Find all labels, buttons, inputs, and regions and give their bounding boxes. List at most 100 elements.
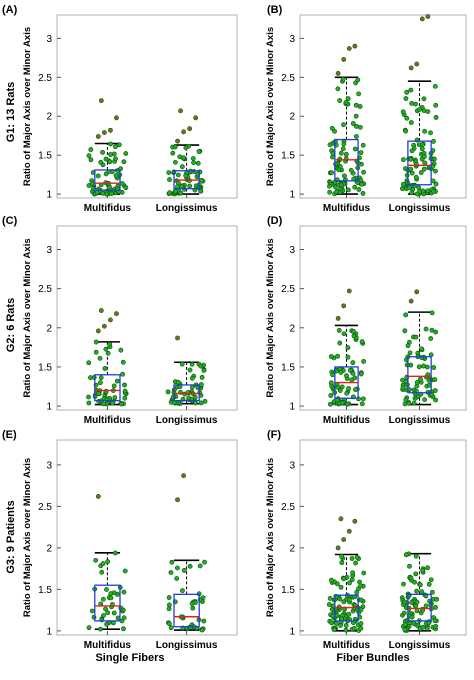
data-point [413, 553, 419, 559]
data-point [339, 400, 345, 406]
data-point [98, 375, 104, 381]
data-point [360, 142, 366, 148]
y-tick-label: 1 [46, 402, 52, 413]
outlier-point [425, 14, 431, 19]
data-point [357, 104, 363, 109]
data-point [166, 606, 172, 612]
data-point [406, 185, 412, 190]
y-tick-label: 2.5 [281, 284, 295, 295]
x-tick-label: Longissimus [156, 640, 218, 651]
data-point [340, 76, 346, 82]
outlier-point [181, 129, 186, 135]
data-point [422, 397, 428, 403]
data-point [420, 567, 426, 573]
outlier-point [335, 545, 341, 551]
data-point [113, 173, 119, 178]
data-point [333, 161, 339, 167]
box-iqr [407, 356, 432, 394]
data-point [401, 181, 406, 187]
data-point [166, 602, 172, 608]
data-point [341, 331, 347, 337]
y-tick-label: 2 [46, 543, 52, 554]
data-point [359, 181, 365, 187]
y-tick-label: 2.5 [38, 284, 52, 295]
data-point [405, 343, 411, 349]
data-point [175, 379, 181, 385]
data-point [343, 151, 349, 157]
data-point [327, 596, 333, 601]
data-point [417, 107, 423, 112]
data-point [86, 625, 92, 631]
outlier-marker: + [99, 307, 104, 316]
data-point [88, 157, 94, 163]
data-point [167, 190, 173, 196]
data-point [345, 187, 351, 193]
data-point [428, 577, 434, 583]
data-point [120, 371, 125, 377]
data-point [327, 401, 333, 407]
data-point [351, 625, 357, 631]
data-point [350, 328, 356, 334]
data-point [108, 141, 113, 147]
data-point [413, 334, 419, 340]
data-point [202, 559, 207, 565]
data-point [419, 142, 425, 148]
data-point [347, 367, 353, 373]
data-point [346, 611, 352, 617]
data-point [421, 363, 426, 369]
data-point [361, 396, 366, 402]
data-point [343, 99, 349, 105]
data-point [165, 389, 171, 395]
data-point [425, 109, 431, 115]
data-point [176, 180, 181, 186]
outlier-marker: + [414, 60, 419, 69]
data-point [88, 147, 94, 152]
data-point [433, 115, 439, 120]
data-point [403, 312, 409, 318]
data-point [120, 359, 126, 365]
outlier-point [101, 130, 107, 135]
data-point [341, 122, 346, 128]
data-point [419, 355, 425, 360]
data-point [352, 375, 358, 381]
data-point [402, 328, 408, 334]
data-point [416, 364, 422, 370]
data-point [198, 382, 204, 387]
data-point [333, 184, 338, 190]
data-point [327, 183, 332, 189]
data-point [103, 346, 109, 352]
data-point [121, 626, 126, 632]
data-point [327, 142, 333, 148]
data-point [109, 191, 114, 197]
panel-label: (E) [2, 429, 17, 441]
y-tick-label: 2.5 [38, 73, 52, 84]
outlier-marker: + [353, 42, 358, 51]
data-point [409, 170, 415, 176]
data-point [433, 329, 439, 335]
data-point [337, 340, 343, 346]
outlier-point [175, 497, 180, 503]
data-point [199, 627, 205, 633]
outlier-point [178, 108, 183, 114]
data-point [353, 113, 359, 119]
outlier-point [175, 138, 180, 144]
box-iqr [173, 593, 200, 628]
data-point [122, 395, 128, 401]
y-tick-label: 3 [289, 460, 295, 471]
data-point [187, 563, 193, 569]
data-point [348, 167, 354, 173]
panel-label: (F) [267, 429, 281, 441]
data-point [100, 561, 106, 567]
y-tick-label: 3 [46, 34, 52, 45]
data-point [97, 355, 103, 361]
data-point [198, 400, 204, 406]
data-point [419, 346, 425, 352]
y-tick-label: 1 [289, 190, 295, 201]
data-point [417, 582, 423, 588]
y-tick-label: 1.5 [38, 362, 52, 373]
data-point [331, 627, 337, 633]
data-point [335, 353, 341, 359]
data-point [411, 400, 417, 406]
x-tick-label: Multifidus [323, 640, 371, 651]
data-point [119, 401, 124, 407]
